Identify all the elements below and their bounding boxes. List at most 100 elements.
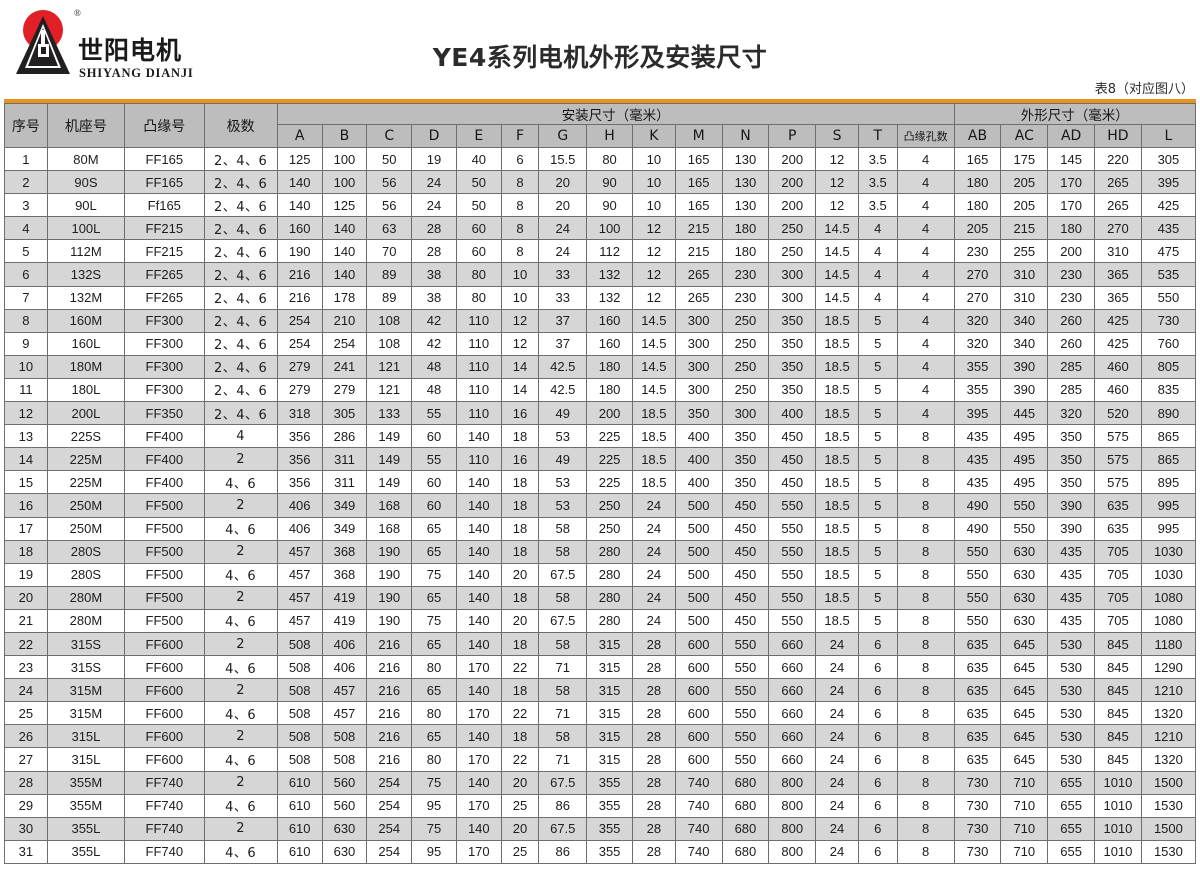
cell-p: 550 — [768, 608, 817, 633]
cell-s: 14.5 — [815, 216, 859, 241]
cell-d: 75 — [411, 562, 457, 587]
cell-ab: 730 — [953, 839, 1002, 864]
cell-hd: 635 — [1094, 493, 1142, 518]
table-row: 26 315L FF600 2 508 508 216 65 140 18 58 315 28 600 55… — [4, 724, 1197, 749]
cell-凸缘孔数: 4 — [896, 285, 955, 310]
cell-ac: 550 — [1000, 516, 1049, 541]
cell-c: 63 — [366, 216, 413, 241]
cell-f: 25 — [500, 793, 540, 818]
cell-n: 300 — [721, 401, 770, 426]
cell-n: 130 — [721, 193, 770, 218]
cell-t: 5 — [857, 377, 898, 403]
cell-e: 140 — [455, 424, 502, 449]
cell-l: 730 — [1140, 308, 1197, 333]
cell-e: 60 — [455, 239, 502, 264]
cell-凸缘孔数: 4 — [896, 331, 955, 356]
col-header-k: K — [631, 124, 676, 148]
cell-d: 65 — [411, 516, 457, 541]
cell-k: 28 — [631, 793, 676, 818]
cell-l: 1030 — [1140, 539, 1197, 564]
cell-ab: 355 — [953, 377, 1002, 403]
cell-m: 265 — [674, 262, 723, 287]
cell-k: 24 — [631, 562, 676, 587]
brand-name-en: SHIYANG DIANJI — [79, 66, 194, 80]
cell-h: 280 — [586, 562, 633, 587]
cell-p: 550 — [768, 585, 817, 610]
table-row: 30 355L FF740 2 610 630 254 75 140 20 67.5 355 28 740… — [4, 816, 1197, 841]
cell-k: 28 — [631, 724, 676, 749]
cell-f: 18 — [500, 470, 540, 495]
cell-frame-size: 250M — [46, 516, 126, 541]
cell-l: 995 — [1140, 516, 1197, 541]
cell-d: 75 — [411, 608, 457, 633]
table-row: 17 250M FF500 4、6 406 349 168 65 140 18 58 250 24 500… — [4, 516, 1197, 541]
cell-f: 16 — [500, 401, 540, 426]
cell-凸缘孔数: 4 — [896, 354, 955, 379]
cell-p: 800 — [768, 839, 817, 864]
cell-a: 160 — [276, 216, 323, 241]
cell-poles: 4、6 — [203, 516, 278, 541]
cell-ac: 645 — [1000, 631, 1049, 657]
cell-n: 450 — [721, 539, 770, 564]
cell-ac: 710 — [1000, 839, 1049, 864]
cell-l: 1500 — [1140, 816, 1197, 841]
cell-index: 25 — [4, 701, 48, 726]
cell-d: 95 — [411, 839, 457, 864]
cell-hd: 575 — [1094, 447, 1142, 472]
cell-h: 250 — [586, 493, 633, 518]
cell-g: 71 — [538, 701, 588, 726]
cell-凸缘孔数: 8 — [896, 631, 955, 657]
cell-ab: 550 — [953, 608, 1002, 633]
cell-n: 230 — [721, 262, 770, 287]
cell-n: 350 — [721, 447, 770, 472]
cell-d: 48 — [411, 377, 457, 403]
cell-p: 550 — [768, 539, 817, 564]
cell-ab: 550 — [953, 539, 1002, 564]
cell-h: 200 — [586, 401, 633, 426]
table-row: 4 100L FF215 2、4、6 160 140 63 28 60 8 24 100 12 215 18… — [4, 216, 1197, 241]
page-title: YE4系列电机外形及安装尺寸 — [432, 43, 768, 72]
cell-ab: 635 — [953, 678, 1002, 703]
cell-frame-size: 90S — [46, 170, 126, 195]
cell-t: 4 — [857, 285, 898, 310]
col-header-n: N — [721, 124, 770, 148]
cell-c: 133 — [366, 401, 413, 426]
cell-ab: 635 — [953, 747, 1002, 772]
cell-n: 250 — [721, 331, 770, 356]
cell-h: 180 — [586, 354, 633, 379]
cell-ab: 355 — [953, 354, 1002, 379]
cell-ab: 635 — [953, 724, 1002, 749]
cell-p: 250 — [768, 239, 817, 264]
cell-k: 18.5 — [631, 447, 676, 472]
table-row: 22 315S FF600 2 508 406 216 65 140 18 58 315 28 600 55… — [4, 631, 1197, 657]
cell-t: 4 — [857, 239, 898, 264]
cell-d: 65 — [411, 539, 457, 564]
cell-ab: 435 — [953, 447, 1002, 472]
cell-s: 14.5 — [815, 239, 859, 264]
cell-h: 90 — [586, 170, 633, 195]
cell-e: 140 — [455, 585, 502, 610]
cell-g: 33 — [538, 285, 588, 310]
cell-h: 225 — [586, 470, 633, 495]
cell-m: 215 — [674, 216, 723, 241]
cell-s: 24 — [815, 701, 859, 726]
cell-h: 315 — [586, 655, 633, 680]
cell-a: 216 — [276, 285, 323, 310]
cell-ab: 395 — [953, 401, 1002, 426]
cell-f: 18 — [500, 724, 540, 749]
cell-index: 3 — [4, 193, 48, 218]
cell-l: 395 — [1140, 170, 1197, 195]
cell-f: 8 — [500, 170, 540, 195]
cell-c: 89 — [366, 262, 413, 287]
cell-a: 140 — [276, 193, 323, 218]
cell-ad: 435 — [1047, 539, 1096, 564]
cell-g: 53 — [538, 493, 588, 518]
cell-d: 38 — [411, 262, 457, 287]
cell-hd: 520 — [1094, 401, 1142, 426]
cell-ab: 165 — [953, 146, 1002, 172]
cell-h: 160 — [586, 308, 633, 333]
cell-凸缘孔数: 8 — [896, 447, 955, 472]
cell-m: 600 — [674, 655, 723, 680]
cell-p: 200 — [768, 193, 817, 218]
cell-t: 5 — [857, 585, 898, 610]
